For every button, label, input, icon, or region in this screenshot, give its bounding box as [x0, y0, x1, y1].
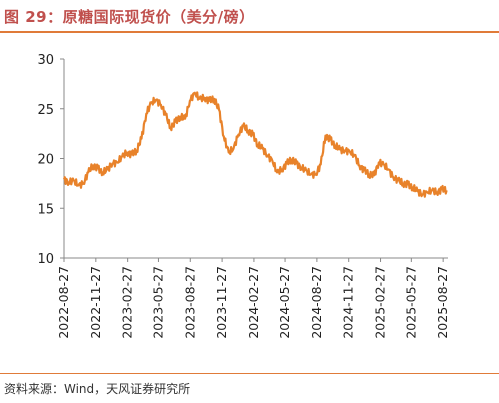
x-tick-label: 2022-11-27: [88, 266, 103, 339]
x-tick-label: 2024-08-27: [309, 266, 324, 339]
y-tick-label: 10: [37, 252, 54, 267]
x-tick-label: 2023-11-27: [214, 266, 229, 339]
x-tick-label: 2025-08-27: [435, 266, 450, 339]
y-tick-label: 30: [37, 53, 54, 68]
x-tick-label: 2023-02-27: [120, 266, 135, 339]
x-tick-label: 2023-08-27: [182, 266, 197, 339]
y-tick-label: 15: [37, 202, 54, 217]
y-tick-label: 25: [37, 103, 54, 118]
x-tick-label: 2024-11-27: [341, 266, 356, 339]
x-tick-label: 2025-02-27: [373, 266, 388, 339]
x-tick-label: 2025-05-27: [403, 266, 418, 339]
x-tick-label: 2024-02-27: [246, 266, 261, 339]
footer-divider: [0, 373, 499, 374]
series-line-0: [62, 91, 448, 198]
source-note: 资料来源：Wind，天风证券研究所: [4, 382, 191, 396]
title-divider: [0, 31, 499, 33]
chart-title: 图 29：原糖国际现货价（美分/磅）: [4, 8, 255, 26]
price-line-chart: 10 15 20 25 30 2022-08-27 2022-11-27 2023-02-2…: [37, 53, 450, 339]
x-tick-label: 2023-05-27: [150, 266, 165, 339]
y-tick-label: 20: [37, 153, 54, 168]
x-tick-label: 2022-08-27: [56, 266, 71, 339]
title-bar: 图 29：原糖国际现货价（美分/磅）: [0, 0, 499, 32]
x-tick-label: 2024-05-27: [277, 266, 292, 339]
